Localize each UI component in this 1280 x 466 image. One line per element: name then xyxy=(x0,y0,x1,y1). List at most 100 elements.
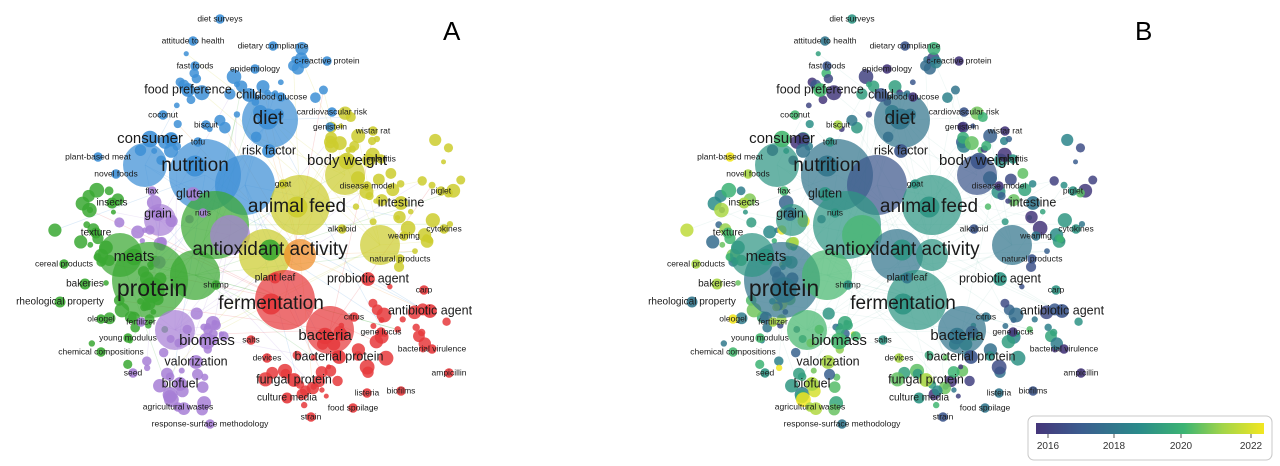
keyword-label: risk factor xyxy=(874,143,928,157)
network-node xyxy=(1039,208,1046,215)
keyword-label: wistar rat xyxy=(355,125,391,135)
keyword-node xyxy=(1027,254,1037,264)
keyword-label: intestine xyxy=(1010,195,1057,209)
cluster-node xyxy=(802,250,852,300)
keyword-label: bacterial protein xyxy=(927,349,1016,363)
keyword-label: oleogel xyxy=(87,313,115,323)
network-node xyxy=(1025,261,1037,272)
network-node xyxy=(196,381,209,393)
keyword-node xyxy=(151,207,165,221)
network-node xyxy=(224,88,236,100)
network-node xyxy=(950,85,960,95)
network-node xyxy=(163,143,179,158)
keyword-label: food spoilage xyxy=(960,402,1011,412)
network-link xyxy=(159,219,314,387)
keyword-label: antioxidant activity xyxy=(824,239,980,260)
network-node xyxy=(1001,218,1009,226)
keyword-node xyxy=(954,56,964,66)
network-node xyxy=(828,381,841,393)
keyword-node xyxy=(111,169,121,179)
network-node xyxy=(233,81,240,88)
network-node xyxy=(846,114,858,126)
network-node xyxy=(1005,135,1013,143)
keyword-node xyxy=(805,402,815,412)
cluster-node xyxy=(887,270,947,330)
keyword-label: probiotic agent xyxy=(327,271,410,285)
keyword-label: bacterial virulence xyxy=(1030,343,1099,353)
keyword-node xyxy=(728,314,738,324)
cluster-node xyxy=(325,155,365,195)
network-node xyxy=(412,248,418,255)
keyword-label: young modulus xyxy=(731,332,789,342)
keyword-node xyxy=(994,388,1004,398)
keyword-node xyxy=(211,280,221,290)
keyword-node xyxy=(1076,368,1086,378)
network-node xyxy=(888,80,902,94)
network-node xyxy=(393,210,406,224)
network-node xyxy=(985,351,995,361)
network-node xyxy=(865,81,872,88)
keyword-label: shrimp xyxy=(835,279,861,289)
keyword-label: meats xyxy=(114,248,155,265)
keyword-label: consumer xyxy=(749,130,815,147)
keyword-node xyxy=(128,368,138,378)
keyword-label: food spoilage xyxy=(328,402,379,412)
keyword-label: citrus xyxy=(976,311,996,321)
keyword-node xyxy=(830,332,848,350)
keyword-node xyxy=(830,208,840,218)
keyword-node xyxy=(728,347,738,357)
network-node xyxy=(369,334,384,349)
colorbar-frame xyxy=(1027,415,1273,461)
network-node xyxy=(365,191,374,201)
network-node xyxy=(970,123,976,129)
network-node xyxy=(88,340,96,347)
network-node xyxy=(720,340,728,347)
keyword-label: genistein xyxy=(313,121,347,131)
keyword-label: food preference xyxy=(144,82,232,96)
keyword-label: response-surface methodology xyxy=(784,418,901,428)
network-node xyxy=(424,235,433,243)
keyword-node xyxy=(760,368,770,378)
network-node xyxy=(429,133,442,147)
network-node xyxy=(297,56,310,69)
keyword-label: biofilms xyxy=(387,385,416,395)
keyword-label: nutrition xyxy=(161,155,229,176)
network-node xyxy=(443,188,453,198)
keyword-node xyxy=(878,335,888,345)
network-node xyxy=(746,217,757,228)
keyword-label: natural products xyxy=(1002,253,1063,263)
keyword-node xyxy=(805,377,819,391)
keyword-label: disease model xyxy=(340,180,395,190)
keyword-label: consumer xyxy=(117,130,183,147)
network-node xyxy=(442,317,451,326)
keyword-label: ampicillin xyxy=(432,367,467,377)
keyword-node xyxy=(757,248,775,266)
network-link xyxy=(806,329,946,358)
keyword-label: plant leaf xyxy=(887,273,928,284)
keyword-label: child xyxy=(868,87,894,101)
keyword-node xyxy=(201,120,211,130)
keyword-node xyxy=(368,126,378,136)
network-node xyxy=(984,203,992,210)
keyword-label: antibiotic agent xyxy=(1020,303,1105,317)
keyword-label: seed xyxy=(124,367,143,377)
network-node xyxy=(214,114,226,126)
network-node xyxy=(932,401,940,409)
colorbar-ticks: 2016 2018 2020 2022 xyxy=(1037,434,1263,452)
network-node xyxy=(332,136,347,151)
keyword-node xyxy=(1071,224,1081,234)
keyword-label: piglet xyxy=(1063,185,1084,195)
keyword-node xyxy=(173,402,183,412)
keyword-node xyxy=(325,122,335,132)
keyword-label: rheological property xyxy=(648,297,736,308)
network-node xyxy=(1008,307,1024,323)
network-node xyxy=(368,298,378,308)
network-node xyxy=(890,372,905,387)
keyword-label: salts xyxy=(874,334,891,344)
keyword-node xyxy=(1055,304,1069,318)
keyword-label: fungal protein xyxy=(256,372,332,386)
keyword-label: weaning xyxy=(387,230,420,240)
keyword-label: cardiovascular risk xyxy=(929,106,1000,116)
keyword-label: protein xyxy=(749,275,819,301)
network-node xyxy=(924,350,934,360)
